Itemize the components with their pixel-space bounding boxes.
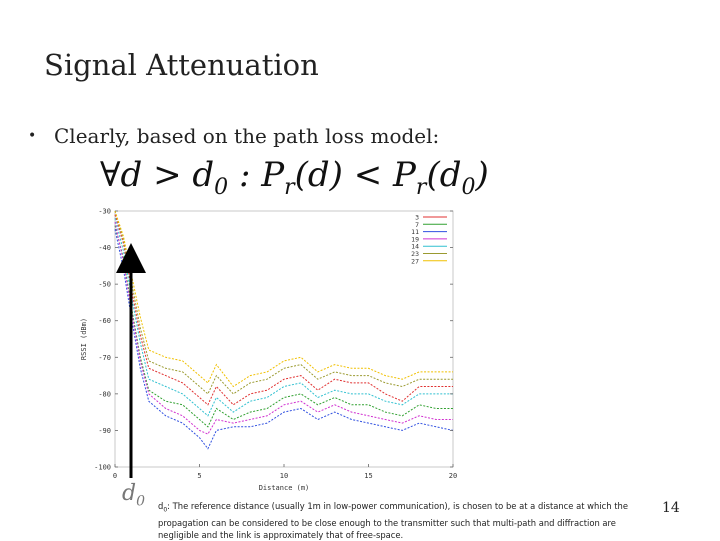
x-axis-label: Distance (m) [259, 484, 310, 492]
y-tick-label: -30 [98, 208, 111, 216]
legend-label-19: 19 [411, 235, 419, 243]
x-tick-label: 5 [197, 472, 201, 480]
legend-label-7: 7 [415, 221, 419, 229]
plot-frame [114, 210, 454, 468]
reference-distance-note: d0: The reference distance (usually 1m i… [158, 500, 658, 541]
legend-label-23: 23 [411, 250, 419, 258]
formula-part: (d [426, 155, 462, 195]
d0-label: d0 [122, 481, 145, 509]
y-tick-label: -40 [98, 244, 111, 252]
series-line-27 [114, 210, 453, 388]
formula-subscript: 0 [461, 174, 476, 200]
page-number: 14 [662, 500, 680, 516]
note-prefix: d [158, 501, 164, 511]
bullet-item: • Clearly, based on the path loss model: [28, 124, 439, 148]
series-line-7 [114, 225, 453, 428]
legend-label-11: 11 [411, 228, 419, 236]
note-text: : The reference distance (usually 1m in … [158, 501, 628, 540]
x-tick-label: 10 [280, 472, 288, 480]
slide-title: Signal Attenuation [44, 48, 319, 82]
y-tick-label: -50 [98, 281, 111, 289]
d0-text: d [122, 481, 137, 506]
formula-part: ∀d > d [100, 155, 215, 195]
formula-subscript: r [284, 174, 295, 200]
y-axis-label: RSSI (dBm) [80, 318, 88, 360]
y-tick-label: -70 [98, 354, 111, 362]
bullet-text: Clearly, based on the path loss model: [54, 124, 440, 148]
x-tick-label: 0 [113, 472, 117, 480]
formula-part: (d) < P [294, 155, 416, 195]
note-prefix-subscript: 0 [163, 506, 168, 514]
chart-lines [114, 210, 454, 450]
series-line-14 [114, 218, 453, 417]
y-tick-label: -60 [98, 317, 111, 325]
legend-label-3: 3 [415, 214, 419, 222]
x-tick-label: 15 [364, 472, 372, 480]
legend-label-14: 14 [411, 243, 419, 251]
legend-label-27: 27 [411, 257, 419, 265]
y-tick-label: -80 [98, 390, 111, 398]
formula-subscript: r [415, 174, 427, 200]
series-line-3 [114, 214, 453, 406]
path-loss-formula: ∀d > d0 : Pr(d) < Pr(d0) [100, 155, 489, 200]
x-tick-label: 20 [449, 472, 457, 480]
series-line-19 [114, 221, 453, 435]
formula-part: ) [475, 155, 489, 195]
chart-frame [114, 210, 454, 468]
formula-part: : P [228, 155, 285, 195]
y-tick-label: -100 [94, 464, 111, 472]
y-tick-label: -90 [98, 427, 111, 435]
series-line-23 [114, 210, 453, 395]
formula-subscript: 0 [214, 174, 229, 200]
series-line-11 [114, 229, 454, 450]
bullet-dot: • [28, 128, 37, 144]
d0-subscript: 0 [136, 493, 146, 510]
